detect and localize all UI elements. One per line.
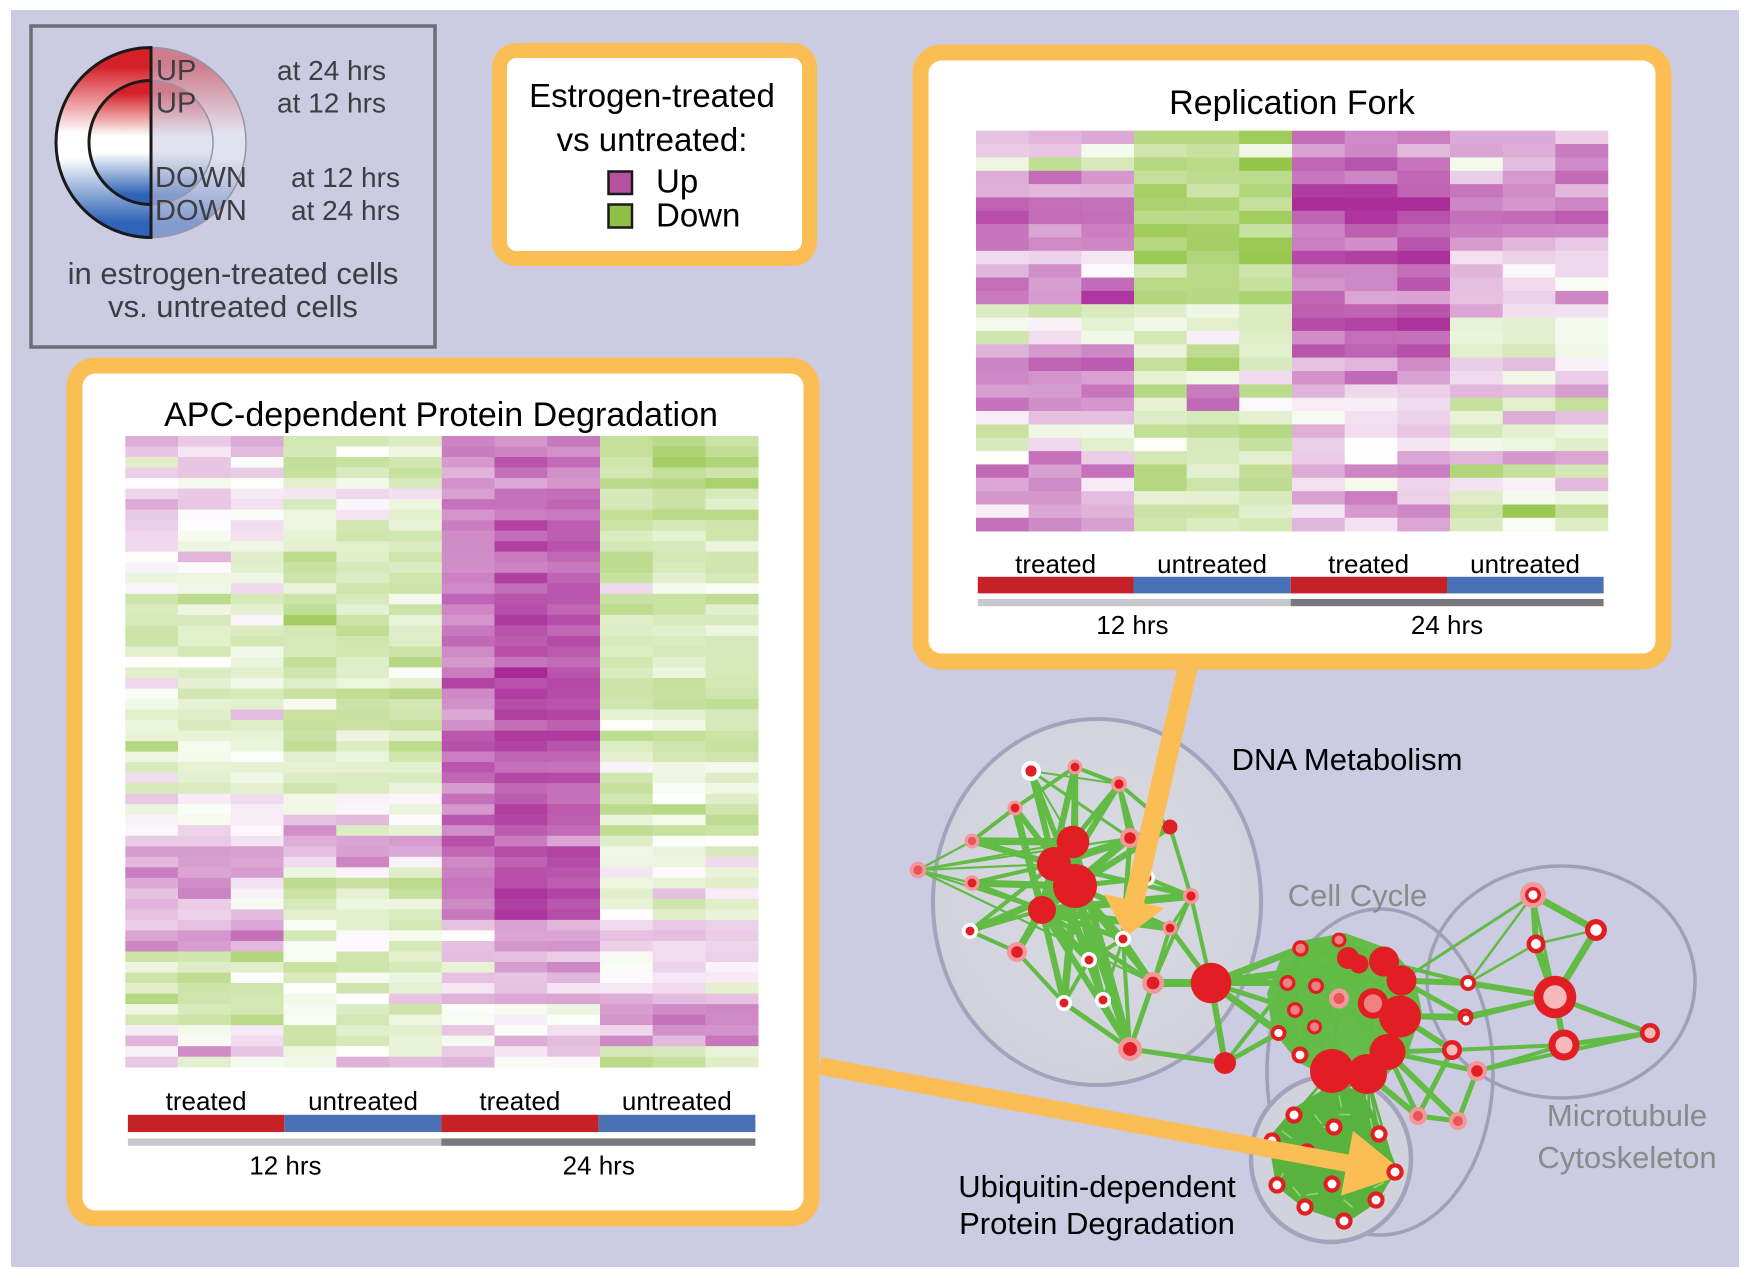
- svg-text:at 12 hrs: at 12 hrs: [291, 162, 400, 193]
- svg-text:treated: treated: [479, 1086, 560, 1116]
- svg-text:DOWN: DOWN: [155, 162, 247, 194]
- svg-text:treated: treated: [166, 1086, 247, 1116]
- svg-text:at 12 hrs: at 12 hrs: [277, 88, 386, 119]
- svg-text:untreated: untreated: [1157, 549, 1267, 579]
- svg-text:at 24 hrs: at 24 hrs: [277, 55, 386, 86]
- svg-text:UP: UP: [156, 55, 196, 87]
- svg-text:24 hrs: 24 hrs: [1411, 610, 1483, 640]
- svg-text:Down: Down: [656, 197, 740, 234]
- svg-text:UP: UP: [156, 88, 196, 120]
- svg-text:Ubiquitin-dependent: Ubiquitin-dependent: [958, 1169, 1236, 1204]
- svg-text:at 24 hrs: at 24 hrs: [291, 195, 400, 226]
- svg-text:Cell Cycle: Cell Cycle: [1288, 878, 1428, 913]
- svg-text:12 hrs: 12 hrs: [1096, 610, 1168, 640]
- svg-text:vs. untreated cells: vs. untreated cells: [108, 289, 358, 324]
- svg-text:vs untreated:: vs untreated:: [557, 121, 748, 158]
- svg-text:untreated: untreated: [1470, 549, 1580, 579]
- svg-text:in estrogen-treated cells: in estrogen-treated cells: [68, 256, 399, 291]
- svg-text:Replication Fork: Replication Fork: [1169, 84, 1416, 122]
- svg-text:treated: treated: [1015, 549, 1096, 579]
- svg-text:DNA Metabolism: DNA Metabolism: [1232, 742, 1463, 777]
- svg-text:Estrogen-treated: Estrogen-treated: [529, 77, 775, 114]
- svg-text:Cytoskeleton: Cytoskeleton: [1537, 1140, 1716, 1175]
- svg-text:treated: treated: [1328, 549, 1409, 579]
- svg-text:Protein Degradation: Protein Degradation: [959, 1206, 1235, 1241]
- svg-text:Microtubule: Microtubule: [1547, 1098, 1707, 1133]
- svg-text:APC-dependent Protein Degradat: APC-dependent Protein Degradation: [164, 396, 718, 434]
- svg-text:untreated: untreated: [622, 1086, 732, 1116]
- svg-text:DOWN: DOWN: [155, 195, 247, 227]
- svg-text:12 hrs: 12 hrs: [249, 1151, 321, 1181]
- svg-text:24 hrs: 24 hrs: [563, 1151, 635, 1181]
- svg-text:Up: Up: [656, 163, 698, 200]
- svg-text:untreated: untreated: [308, 1086, 418, 1116]
